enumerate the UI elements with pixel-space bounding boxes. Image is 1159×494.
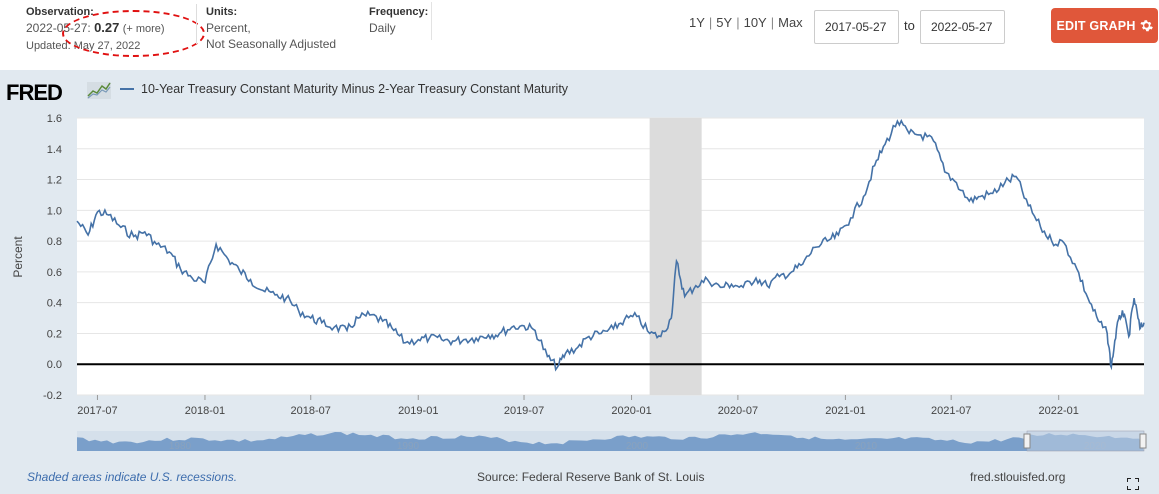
site-link[interactable]: fred.stlouisfed.org bbox=[970, 470, 1066, 484]
y-tick-label: 1.0 bbox=[47, 205, 62, 217]
fullscreen-icon[interactable] bbox=[1127, 478, 1139, 490]
updated-date: Updated: May 27, 2022 bbox=[26, 40, 141, 52]
end-date-input[interactable] bbox=[920, 10, 1005, 44]
y-tick-label: 0.4 bbox=[47, 298, 62, 310]
navigator-label: 1990 bbox=[397, 441, 420, 452]
edit-graph-label: EDIT GRAPH bbox=[1056, 18, 1136, 33]
to-label: to bbox=[904, 18, 915, 33]
navigator-handle-right bbox=[1139, 433, 1147, 449]
navigator-handle-left bbox=[1023, 433, 1031, 449]
y-tick-label: 1.2 bbox=[47, 175, 62, 187]
y-tick-label: 0.8 bbox=[47, 236, 62, 248]
x-tick-label: 2018-01 bbox=[185, 405, 225, 417]
observation-label: Observation: bbox=[26, 6, 94, 18]
more-link[interactable]: (+ more) bbox=[122, 23, 165, 35]
divider bbox=[196, 4, 197, 44]
fred-logo: FRED bbox=[6, 80, 63, 105]
range-5y[interactable]: 5Y bbox=[716, 15, 733, 30]
gridlines bbox=[77, 117, 1144, 396]
recession-shade bbox=[649, 118, 702, 395]
source-text: Source: Federal Reserve Bank of St. Loui… bbox=[477, 470, 705, 484]
y-tick-label: -0.2 bbox=[43, 390, 62, 402]
x-tick-label: 2020-07 bbox=[718, 405, 758, 417]
units-block: Units: Percent, Not Seasonally Adjusted bbox=[206, 6, 336, 52]
legend: 10-Year Treasury Constant Maturity Minus… bbox=[120, 82, 568, 96]
navigator-label: 2000 bbox=[626, 441, 649, 452]
navigator-selection bbox=[1026, 430, 1145, 452]
y-tick-label: 0.6 bbox=[47, 267, 62, 279]
series-line bbox=[76, 118, 1145, 372]
x-tick-label: 2021-01 bbox=[825, 405, 865, 417]
top-bar: Observation: 2022-05-27: 0.27 (+ more) U… bbox=[0, 0, 1159, 70]
y-axis-ticks: -0.2 0.0 0.2 0.4 0.6 0.8 1.0 1.2 1.4 1.6 bbox=[43, 113, 62, 402]
range-10y[interactable]: 10Y bbox=[743, 15, 767, 30]
recession-note: Shaded areas indicate U.S. recessions. bbox=[27, 470, 238, 484]
y-tick-label: 1.6 bbox=[47, 113, 62, 125]
start-date-input[interactable] bbox=[814, 10, 899, 44]
legend-swatch bbox=[120, 88, 134, 90]
y-tick-label: 0.0 bbox=[47, 359, 62, 371]
navigator[interactable]: 19801990200020102020 bbox=[77, 430, 1147, 452]
graph-panel: FRED 10-Year Treasury Constant Maturity … bbox=[0, 70, 1159, 494]
x-tick-label: 2020-01 bbox=[611, 405, 651, 417]
gear-icon bbox=[1139, 20, 1153, 32]
y-tick-label: 1.4 bbox=[47, 144, 62, 156]
x-tick-label: 2019-01 bbox=[398, 405, 438, 417]
units-line2: Not Seasonally Adjusted bbox=[206, 37, 337, 51]
navigator-area bbox=[77, 432, 1144, 451]
line-chart[interactable]: -0.20.00.20.40.60.81.01.21.41.6 2017-07 2… bbox=[0, 70, 1159, 464]
observation-date: 2022-05-27: bbox=[26, 21, 91, 35]
range-links: 1Y | 5Y | 10Y | Max bbox=[689, 15, 803, 30]
edit-graph-button[interactable]: EDIT GRAPH bbox=[1051, 8, 1158, 43]
frequency-block: Frequency: Daily bbox=[369, 6, 428, 36]
x-tick-label: 2017-07 bbox=[77, 405, 117, 417]
plot-area bbox=[77, 118, 1144, 395]
x-tick-label: 2021-07 bbox=[931, 405, 971, 417]
legend-label: 10-Year Treasury Constant Maturity Minus… bbox=[141, 82, 569, 96]
frequency-box bbox=[356, 2, 432, 40]
range-1y[interactable]: 1Y bbox=[689, 15, 705, 30]
observation-block: Observation: 2022-05-27: 0.27 (+ more) U… bbox=[26, 6, 165, 52]
observation-line: 2022-05-27: 0.27 (+ more) bbox=[26, 20, 165, 37]
x-tick-label: 2019-07 bbox=[504, 405, 544, 417]
range-max[interactable]: Max bbox=[778, 15, 803, 30]
y-axis-label: Percent bbox=[11, 236, 25, 278]
navigator-label: 2010 bbox=[855, 441, 878, 452]
x-tick-label: 2018-07 bbox=[291, 405, 331, 417]
navigator-label: 1980 bbox=[169, 441, 192, 452]
observation-value: 0.27 bbox=[94, 20, 120, 35]
frequency-label: Frequency: bbox=[369, 6, 429, 18]
x-axis-ticks: 2017-07 2018-01 2018-07 2019-01 2019-07 2020-… bbox=[77, 395, 1079, 417]
x-tick-label: 2022-01 bbox=[1038, 405, 1078, 417]
y-tick-label: 0.2 bbox=[47, 328, 62, 340]
units-line1: Percent, bbox=[206, 21, 251, 35]
frequency-value: Daily bbox=[369, 21, 396, 35]
units-label: Units: bbox=[206, 6, 238, 18]
chart-logo-icon bbox=[87, 82, 111, 99]
